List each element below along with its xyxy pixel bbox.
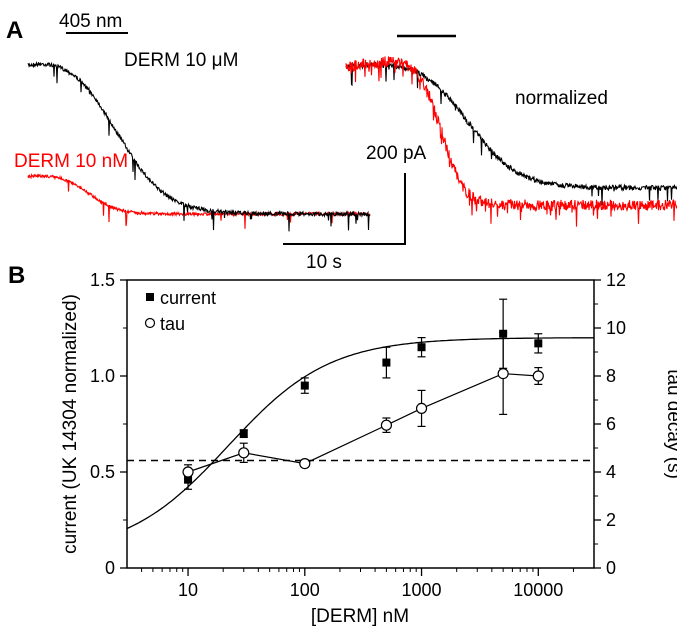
tau-point bbox=[415, 402, 428, 414]
current-point bbox=[382, 358, 391, 367]
traces-left bbox=[27, 60, 371, 232]
y-tick-label: 1.5 bbox=[90, 270, 115, 290]
y-tick-label: 0 bbox=[105, 558, 115, 578]
y2-tick-label: 0 bbox=[606, 558, 616, 578]
trace-derm-10nm-normalized bbox=[345, 56, 677, 227]
tau-point bbox=[532, 370, 544, 382]
trace-derm-10um-normalized bbox=[345, 60, 677, 206]
current-point bbox=[417, 343, 426, 352]
derm-10um-label: DERM 10 μM bbox=[124, 50, 238, 71]
panel-a-label: A bbox=[6, 17, 23, 44]
legend-marker-tau bbox=[144, 317, 156, 329]
current-point bbox=[534, 339, 543, 348]
time-scale-label: 10 s bbox=[306, 252, 342, 273]
y2-tick-label: 12 bbox=[606, 270, 626, 290]
tau-point bbox=[299, 458, 311, 470]
trace-derm-10um bbox=[27, 60, 371, 232]
current-point bbox=[300, 381, 309, 390]
current-scale-label: 200 pA bbox=[366, 143, 427, 164]
normalized-label: normalized bbox=[515, 88, 608, 109]
y2-tick-label: 6 bbox=[606, 414, 616, 434]
y2-tick-label: 2 bbox=[606, 510, 616, 530]
fit-curve bbox=[126, 337, 594, 530]
tau-point bbox=[182, 466, 194, 478]
tau-point bbox=[238, 447, 250, 459]
tau-point bbox=[380, 419, 393, 431]
current-point bbox=[239, 429, 248, 438]
dose-response-chart: 10 100 1000 10000 0 0.5 1.0 1.5 0 2 4 6 8 10 12 curren… bbox=[60, 270, 677, 627]
traces-right bbox=[345, 56, 677, 227]
legend-tau-label: tau bbox=[160, 314, 185, 334]
legend-marker-current bbox=[146, 293, 154, 301]
x-tick-label: 10 bbox=[178, 580, 198, 600]
y2-axis-title: tau decay (s) bbox=[663, 369, 677, 479]
y2-tick-label: 4 bbox=[606, 462, 616, 482]
tau-point bbox=[497, 368, 509, 380]
legend-current-label: current bbox=[160, 288, 216, 308]
left-stim-label: 405 nm bbox=[59, 11, 122, 32]
y-axis-title: current (UK 14304 normalized) bbox=[60, 294, 81, 554]
x-tick-label: 10000 bbox=[513, 580, 563, 600]
x-tick-label: 100 bbox=[290, 580, 320, 600]
panel-b-label: B bbox=[8, 262, 25, 289]
y-tick-label: 1.0 bbox=[90, 366, 115, 386]
legend: current tau bbox=[144, 288, 216, 334]
trace-derm-10nm bbox=[27, 173, 371, 229]
derm-10nm-label: DERM 10 nM bbox=[14, 151, 128, 172]
x-tick-label: 1000 bbox=[402, 580, 442, 600]
y-tick-label: 0.5 bbox=[90, 462, 115, 482]
x-axis-title: [DERM] nM bbox=[311, 606, 409, 627]
y2-tick-label: 8 bbox=[606, 366, 616, 386]
plot-frame bbox=[126, 279, 595, 569]
y2-tick-label: 10 bbox=[606, 318, 626, 338]
